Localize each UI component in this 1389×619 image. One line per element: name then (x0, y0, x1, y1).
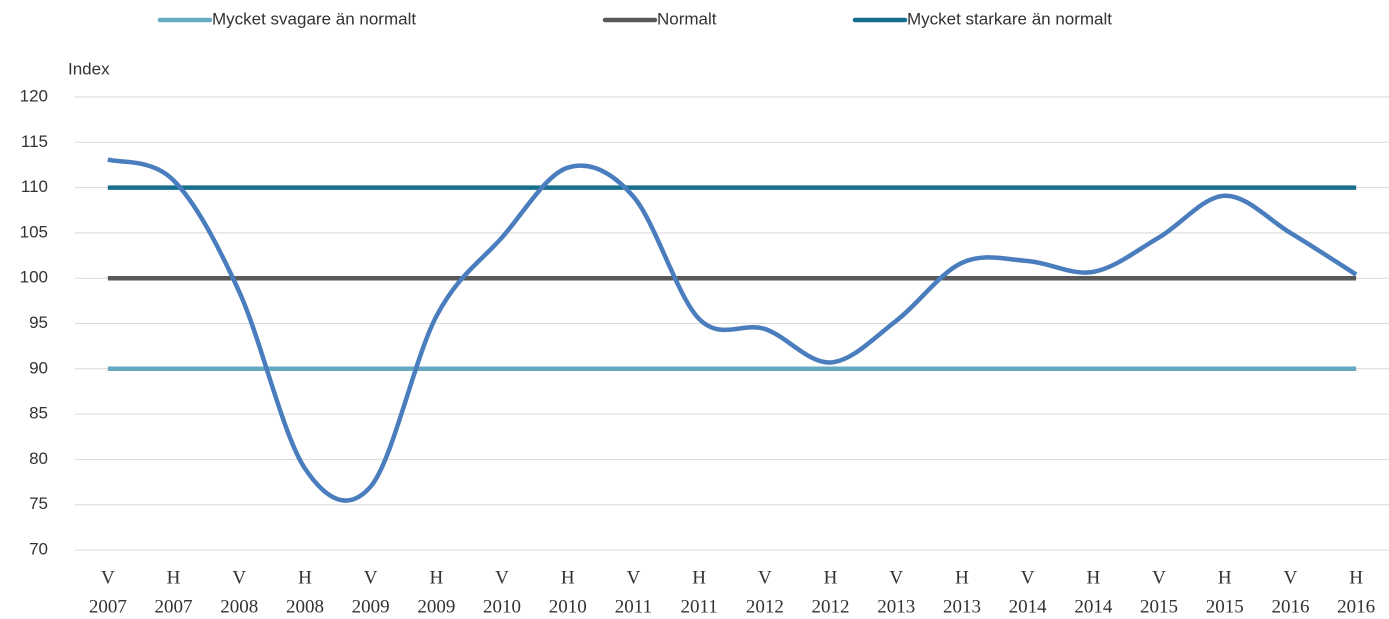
x-tick-label: H (298, 567, 312, 588)
x-tick-label: 2007 (155, 596, 193, 617)
x-tick-label: V (232, 567, 246, 588)
x-tick-label: V (495, 567, 509, 588)
x-tick-label: V (1284, 567, 1298, 588)
x-tick-label: 2009 (417, 596, 455, 617)
x-tick-label: 2013 (877, 596, 915, 617)
x-tick-label: H (824, 567, 838, 588)
y-tick-label: 100 (20, 268, 48, 287)
y-tick-label: 90 (29, 358, 48, 377)
x-tick-label: 2011 (615, 596, 652, 617)
x-tick-label: 2016 (1337, 596, 1375, 617)
x-tick-label: V (627, 567, 641, 588)
x-tick-label: H (561, 567, 575, 588)
y-tick-label: 105 (20, 222, 48, 241)
y-tick-label: 85 (29, 404, 48, 423)
x-tick-label: 2013 (943, 596, 981, 617)
x-tick-label: H (1218, 567, 1232, 588)
y-tick-label: 120 (20, 86, 48, 105)
y-tick-label: 70 (29, 539, 48, 558)
x-tick-label: 2012 (812, 596, 850, 617)
x-tick-label: H (429, 567, 443, 588)
legend-label: Mycket svagare än normalt (212, 9, 416, 28)
x-tick-label: V (364, 567, 378, 588)
x-tick-label: V (758, 567, 772, 588)
y-tick-label: 110 (21, 177, 48, 196)
x-tick-label: 2008 (286, 596, 324, 617)
x-tick-label: 2011 (681, 596, 718, 617)
y-axis-label: Index (68, 59, 110, 78)
y-tick-label: 95 (29, 313, 48, 332)
x-tick-label: 2008 (220, 596, 258, 617)
x-tick-label: 2009 (352, 596, 390, 617)
x-tick-label: H (955, 567, 969, 588)
line (107, 157, 1358, 503)
x-tick-label: 2014 (1074, 596, 1113, 617)
x-tick-label: 2010 (549, 596, 587, 617)
x-tick-label: V (889, 567, 903, 588)
x-tick-label: 2007 (89, 596, 127, 617)
x-tick-label: H (1086, 567, 1100, 588)
x-tick-label: V (101, 567, 115, 588)
x-tick-label: V (1021, 567, 1035, 588)
x-tick-label: H (167, 567, 181, 588)
y-tick-label: 80 (29, 449, 48, 468)
x-tick-label: 2015 (1140, 596, 1178, 617)
x-tick-label: 2015 (1206, 596, 1244, 617)
x-tick-label: 2012 (746, 596, 784, 617)
y-tick-label: 115 (21, 132, 48, 151)
x-tick-label: H (1349, 567, 1363, 588)
x-tick-label: 2014 (1009, 596, 1048, 617)
legend-label: Normalt (657, 9, 717, 28)
legend-label: Mycket starkare än normalt (907, 9, 1112, 28)
x-tick-label: H (692, 567, 706, 588)
y-tick-label: 75 (29, 494, 48, 513)
x-tick-label: 2010 (483, 596, 521, 617)
x-tick-label: V (1152, 567, 1166, 588)
x-tick-label: 2016 (1271, 596, 1309, 617)
